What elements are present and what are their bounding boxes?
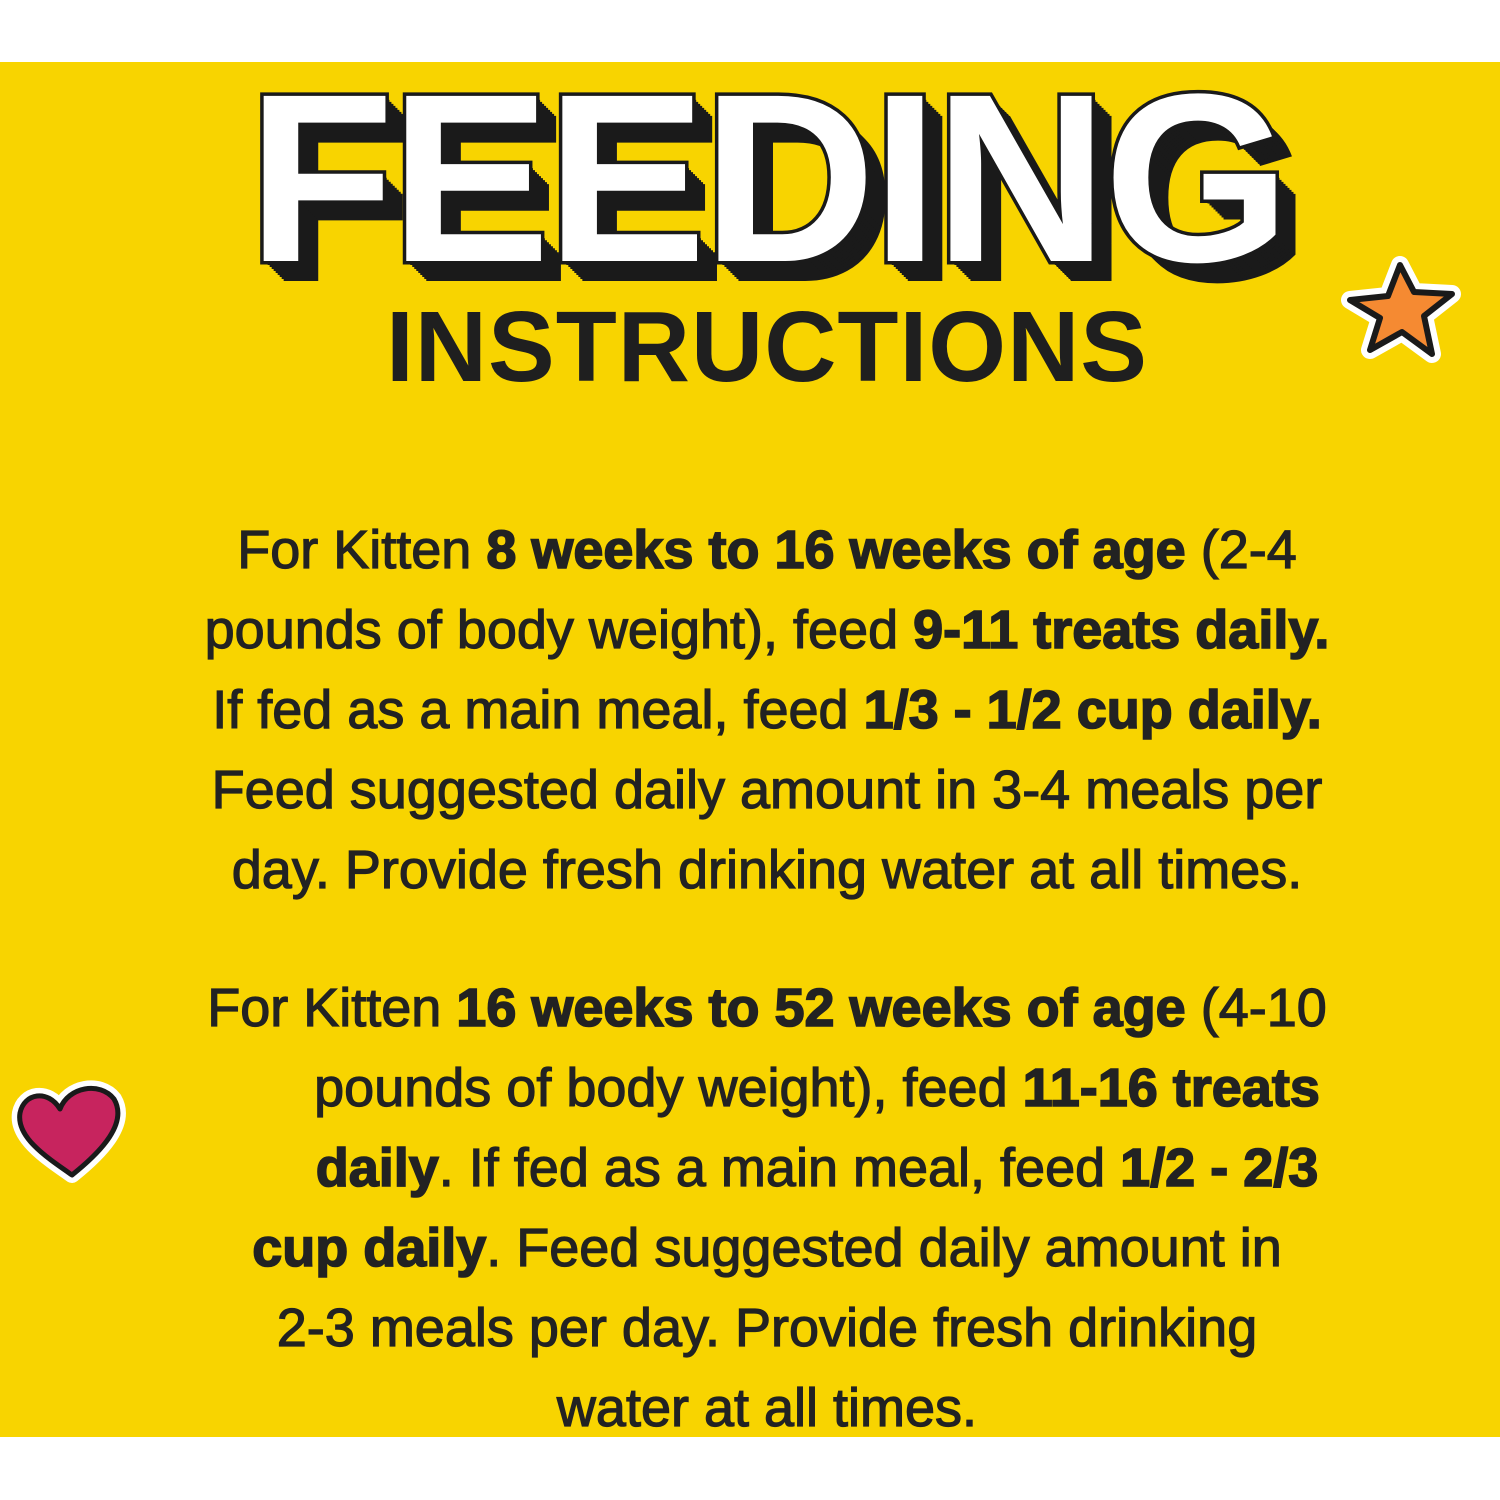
title: FEEDING (244, 41, 1294, 316)
text-line: 2-3 meals per day. Provide fresh drinkin… (0, 1288, 1500, 1368)
text: (2-4 (1185, 519, 1297, 580)
text: . If fed as a main meal, feed (438, 1137, 1121, 1198)
text-line: water at all times. (0, 1368, 1500, 1448)
text: Feed suggested daily amount in 3-4 meals… (211, 759, 1323, 820)
paragraph-kitten-8-16-weeks: For Kitten 8 weeks to 16 weeks of age (2… (0, 510, 1500, 910)
bold-text: 1/3 - 1/2 cup daily. (863, 679, 1323, 741)
text: pounds of body weight), feed (314, 1057, 1023, 1118)
text-line: cup daily. Feed suggested daily amount i… (0, 1208, 1500, 1288)
bold-text: 8 weeks to 16 weeks of age (486, 519, 1187, 581)
bold-text: 1/2 - 2/3 (1119, 1137, 1319, 1199)
text: water at all times. (556, 1377, 978, 1438)
text-line: pounds of body weight), feed 11-16 treat… (0, 1048, 1500, 1128)
star-icon (1341, 256, 1461, 363)
text-line: If fed as a main meal, feed 1/3 - 1/2 cu… (0, 670, 1500, 750)
bold-text: cup daily (251, 1217, 487, 1279)
text: For Kitten (237, 519, 487, 580)
text: (4-10 (1185, 977, 1327, 1038)
bold-text: daily (315, 1137, 440, 1199)
text-line: pounds of body weight), feed 9-11 treats… (0, 590, 1500, 670)
bold-text: 11-16 treats (1022, 1057, 1321, 1119)
text: day. Provide fresh drinking water at all… (231, 839, 1303, 900)
text-line: For Kitten 16 weeks to 52 weeks of age (… (0, 968, 1500, 1048)
text: For Kitten (207, 977, 457, 1038)
bold-text: 16 weeks to 52 weeks of age (455, 977, 1186, 1039)
text: pounds of body weight), feed (204, 599, 914, 660)
paragraph-kitten-16-52-weeks: For Kitten 16 weeks to 52 weeks of age (… (0, 968, 1500, 1448)
text-line: For Kitten 8 weeks to 16 weeks of age (2… (0, 510, 1500, 590)
bold-text: 9-11 treats daily. (912, 599, 1330, 661)
text: If fed as a main meal, feed (212, 679, 864, 740)
text-line: daily. If fed as a main meal, feed 1/2 -… (0, 1128, 1500, 1208)
heart-icon (11, 1080, 126, 1183)
text-line: day. Provide fresh drinking water at all… (0, 830, 1500, 910)
subtitle: INSTRUCTIONS (386, 291, 1148, 403)
yellow-background (0, 62, 1500, 1437)
text-line: Feed suggested daily amount in 3-4 meals… (0, 750, 1500, 830)
text: . Feed suggested daily amount in (486, 1217, 1283, 1278)
text: 2-3 meals per day. Provide fresh drinkin… (276, 1297, 1258, 1358)
